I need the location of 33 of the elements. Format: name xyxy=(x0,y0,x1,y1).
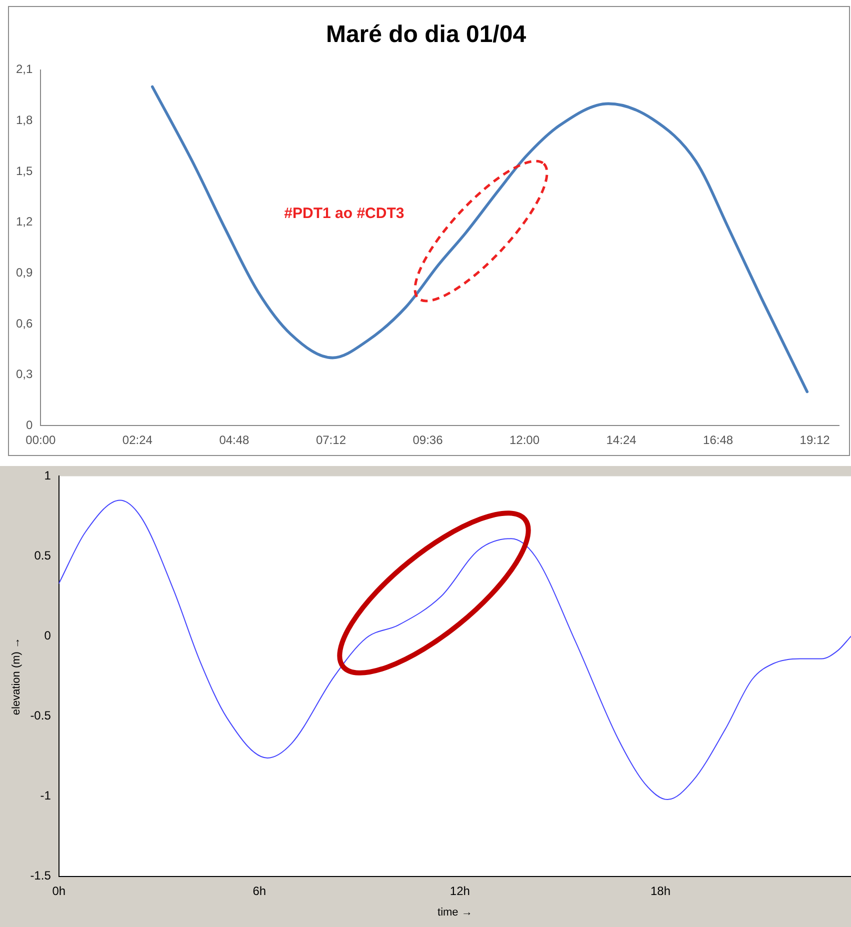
annotation: #PDT1 ao #CDT3 xyxy=(284,205,404,222)
y-tick-label: 0 xyxy=(44,628,52,643)
y-tick-label: -1 xyxy=(40,788,52,803)
x-axis-title: time → xyxy=(438,906,472,918)
y-tick-label: 1,5 xyxy=(16,164,33,178)
y-tick-label: -0.5 xyxy=(30,708,52,723)
x-tick-label: 16:48 xyxy=(703,433,734,448)
x-tick-label: 04:48 xyxy=(219,433,250,448)
chart-title: Maré do dia 01/04 xyxy=(326,21,527,48)
y-tick-label: 0 xyxy=(26,418,33,432)
y-tick-label: -1.5 xyxy=(30,868,52,883)
x-tick-label: 00:00 xyxy=(26,433,56,448)
x-tick-label: 14:24 xyxy=(606,433,637,448)
x-tick-label: 12:00 xyxy=(509,433,540,448)
line-series xyxy=(58,500,851,800)
y-tick-label: 0.5 xyxy=(34,548,52,563)
y-tick-label: 0,9 xyxy=(16,265,33,280)
y-tick-label: 1 xyxy=(44,468,52,483)
x-tick-label: 07:12 xyxy=(316,433,346,448)
x-tick-label: 6h xyxy=(252,884,266,898)
y-tick-label: 0,3 xyxy=(16,367,33,382)
y-tick-label: 0,6 xyxy=(16,316,33,330)
x-tick-label: 09:36 xyxy=(412,433,444,448)
x-tick-label: 12h xyxy=(450,884,470,898)
y-tick-label: 1,8 xyxy=(16,112,33,127)
x-tick-label: 0h xyxy=(52,884,66,898)
x-tick-label: 02:24 xyxy=(122,433,153,448)
x-tick-label: 18h xyxy=(650,884,671,898)
x-tick-label: 19:12 xyxy=(800,433,830,448)
y-tick-label: 1,2 xyxy=(16,214,33,229)
line-series xyxy=(150,85,809,394)
y-tick-label: 2,1 xyxy=(16,62,33,76)
y-axis-title: elevation (m) → xyxy=(10,637,23,716)
